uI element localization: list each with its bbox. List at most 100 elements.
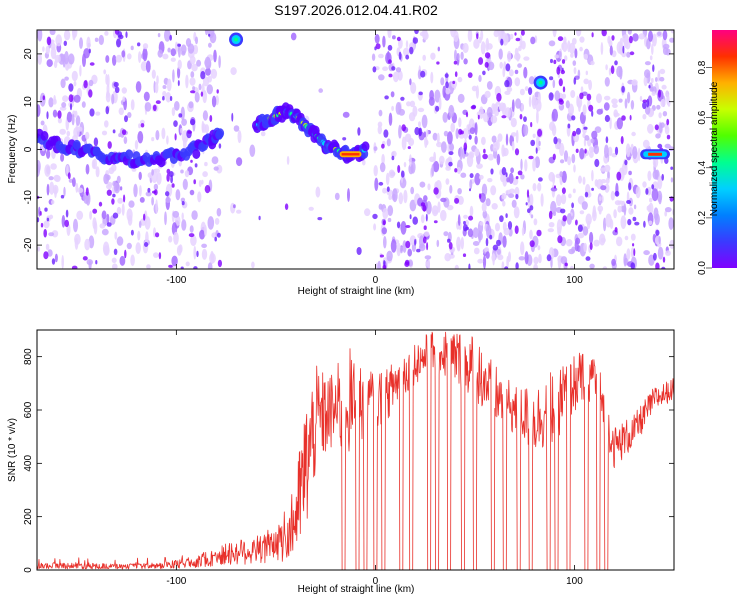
spectrogram-noise-cell xyxy=(421,114,428,129)
spectrogram-noise-cell xyxy=(115,54,123,63)
spectrogram-noise-cell xyxy=(48,232,55,237)
spectrogram-noise-cell xyxy=(117,197,124,204)
spectrogram-noise-cell xyxy=(478,230,482,243)
spectrogram-noise-cell xyxy=(49,181,55,195)
spectrogram-noise-cell xyxy=(552,79,556,89)
spectrogram-noise-cell xyxy=(382,66,389,71)
spectrogram-speck xyxy=(465,111,469,118)
spectrogram-noise-cell xyxy=(568,248,575,255)
spectrogram-noise-cell xyxy=(427,258,430,269)
spectrogram-noise-cell xyxy=(537,182,542,192)
spectrogram-noise-cell xyxy=(101,210,107,220)
spectrogram-noise-cell xyxy=(409,154,412,167)
spectrogram-noise-cell xyxy=(198,83,202,91)
spectrogram-noise-cell xyxy=(103,245,110,256)
spectrogram-noise-cell xyxy=(486,43,493,50)
spectrogram-noise-cell xyxy=(665,250,671,256)
spectrogram-noise-cell xyxy=(614,200,622,206)
spectrogram-speck xyxy=(51,258,56,265)
spectrogram-speck xyxy=(525,202,528,206)
spectrogram-speck xyxy=(558,78,563,87)
spectrogram-speck xyxy=(666,118,670,126)
spectrogram-speck xyxy=(577,224,583,232)
spectrogram-speck xyxy=(505,172,508,178)
spectrogram-speck xyxy=(177,43,182,47)
spectrogram-noise-cell xyxy=(162,53,169,60)
spectrogram-speck xyxy=(409,214,412,220)
spectrogram-noise-cell xyxy=(567,156,572,166)
spectrogram-noise-cell xyxy=(378,203,383,210)
spectrogram-noise-cell xyxy=(137,131,144,144)
spectrogram-noise-cell xyxy=(230,67,237,76)
spectrogram-noise-cell xyxy=(570,90,576,98)
spectrogram-noise-cell xyxy=(387,205,394,217)
spectrogram-noise-cell xyxy=(666,93,670,106)
spectrogram-noise-cell xyxy=(101,228,109,236)
spectrogram-noise-cell xyxy=(662,47,669,55)
spectrogram-noise-cell xyxy=(605,64,608,71)
spectrogram-speck xyxy=(483,148,486,154)
spectrogram-noise-cell xyxy=(409,78,412,86)
spectrogram-speck xyxy=(515,262,519,269)
spectrogram-noise-cell xyxy=(114,231,118,240)
spectrogram-noise-cell xyxy=(379,162,386,173)
spectrogram-noise-cell xyxy=(73,94,81,103)
spectrogram-noise-cell xyxy=(458,117,462,128)
spectrogram-speck xyxy=(628,182,632,191)
spectrogram-noise-cell xyxy=(143,91,150,102)
spectrogram-noise-cell xyxy=(211,95,217,108)
spectrogram-noise-cell xyxy=(657,246,664,260)
spectrogram-noise-cell xyxy=(423,131,427,138)
spectrogram-speck xyxy=(453,60,458,65)
spectrogram-noise-cell xyxy=(528,96,532,108)
spectrogram-noise-cell xyxy=(187,43,195,54)
spectrogram-noise-cell xyxy=(202,110,208,121)
spectrogram-speck xyxy=(621,85,625,93)
spectrogram-speck xyxy=(188,233,195,238)
spectrogram-noise-cell xyxy=(457,93,465,103)
spectrogram-speck xyxy=(166,173,170,182)
spectrogram-noise-cell xyxy=(533,218,538,226)
spectrogram-noise-cell xyxy=(506,255,509,269)
spectrogram-noise-cell xyxy=(669,37,674,43)
snr-x-ticks: -100 0 100 xyxy=(166,330,583,587)
spectrogram-noise-cell xyxy=(604,144,609,159)
spectrogram-noise-cell xyxy=(627,91,631,104)
spectrogram-speck xyxy=(209,115,213,122)
spectrogram-noise-cell xyxy=(76,126,83,132)
spectrogram-noise-cell xyxy=(463,214,468,219)
spectrogram-speck xyxy=(60,194,65,199)
spectrogram-noise-cell xyxy=(216,207,222,217)
spectrogram-noise-cell xyxy=(631,131,636,137)
spectrogram-noise-cell xyxy=(71,70,78,82)
spectrogram-noise-cell xyxy=(575,30,582,37)
spectrogram-noise-cell xyxy=(582,226,589,236)
spectrogram-noise-cell xyxy=(619,66,623,80)
spectrogram-speck xyxy=(484,61,489,68)
spectrogram-noise-cell xyxy=(48,176,54,181)
spectrogram-noise-cell xyxy=(572,60,577,66)
spectrogram-speck xyxy=(124,115,128,123)
spectrogram-noise-cell xyxy=(194,92,200,103)
spectrogram-speck xyxy=(387,44,393,51)
spectrogram-noise-cell xyxy=(388,194,392,200)
spectrogram-speck xyxy=(190,159,193,163)
spectrogram-noise-cell xyxy=(560,193,567,205)
spectrogram-noise-cell xyxy=(82,53,86,67)
spectrogram-noise-cell xyxy=(499,104,502,111)
spectrogram-noise-cell xyxy=(633,204,637,210)
spectrogram-speck xyxy=(605,136,609,144)
spectrogram-speck xyxy=(113,248,118,255)
spectrogram-speck xyxy=(155,232,160,238)
spectrogram-speck xyxy=(435,105,440,112)
spectrogram-noise-cell xyxy=(390,91,395,98)
spectrogram-noise-cell xyxy=(190,71,195,78)
spectrogram-speck xyxy=(414,30,419,35)
spectrogram-noise-cell xyxy=(520,174,525,180)
spectrogram-noise-cell xyxy=(156,75,159,85)
spectrogram-noise-cell xyxy=(104,120,109,128)
spectrogram-noise-cell xyxy=(181,212,184,221)
spectrogram-noise-cell xyxy=(63,30,71,41)
spectrogram-noise-cell xyxy=(561,170,567,183)
